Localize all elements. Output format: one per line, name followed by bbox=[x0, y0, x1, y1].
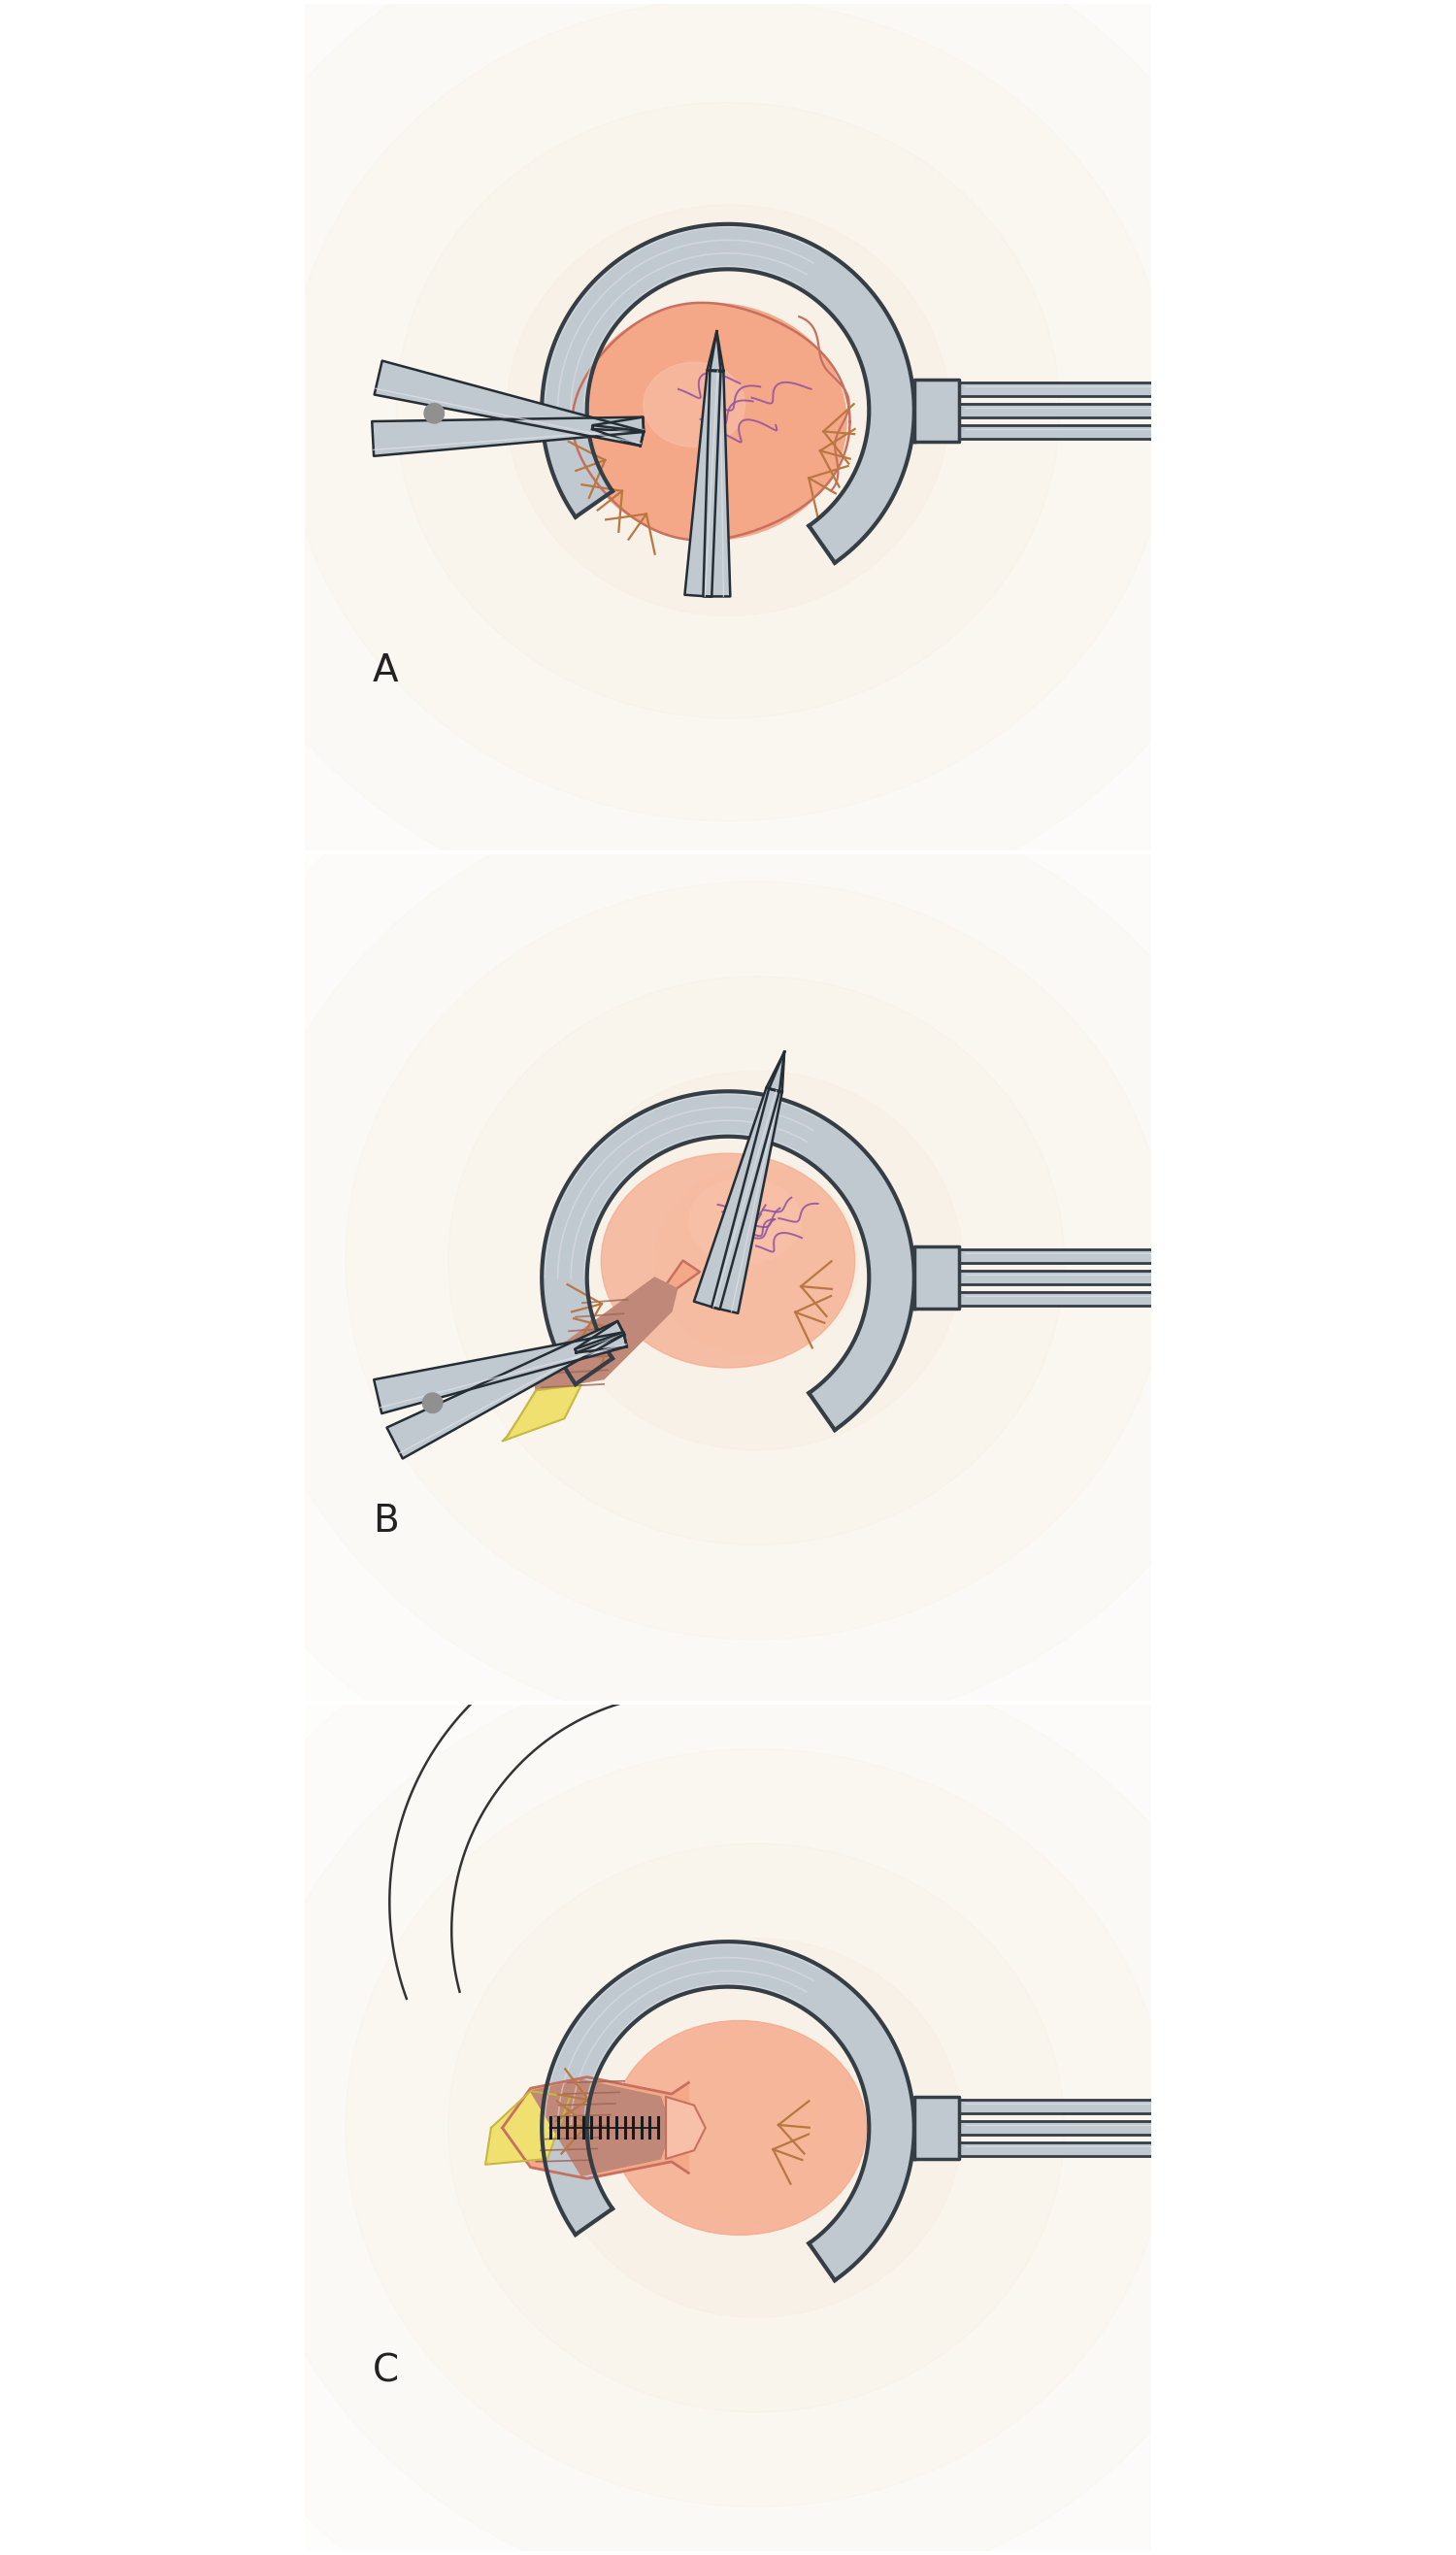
Circle shape bbox=[422, 1392, 443, 1413]
Polygon shape bbox=[960, 404, 1179, 416]
Polygon shape bbox=[371, 416, 644, 455]
Polygon shape bbox=[960, 383, 1179, 396]
Ellipse shape bbox=[243, 1653, 1270, 2555]
Ellipse shape bbox=[550, 1939, 961, 2317]
Ellipse shape bbox=[345, 1748, 1166, 2506]
Polygon shape bbox=[960, 2121, 1179, 2133]
Polygon shape bbox=[914, 2098, 960, 2159]
Polygon shape bbox=[593, 416, 644, 432]
Ellipse shape bbox=[601, 1152, 855, 1367]
Ellipse shape bbox=[345, 881, 1166, 1640]
Polygon shape bbox=[542, 225, 914, 562]
Polygon shape bbox=[960, 1293, 1179, 1306]
Ellipse shape bbox=[175, 0, 1281, 925]
Polygon shape bbox=[593, 424, 644, 447]
Ellipse shape bbox=[243, 787, 1270, 1735]
Polygon shape bbox=[766, 1053, 785, 1091]
Polygon shape bbox=[665, 2098, 706, 2159]
Polygon shape bbox=[769, 1053, 785, 1091]
Ellipse shape bbox=[575, 304, 846, 539]
Polygon shape bbox=[960, 1270, 1179, 1285]
Ellipse shape bbox=[448, 1845, 1064, 2412]
Polygon shape bbox=[502, 2077, 689, 2179]
Polygon shape bbox=[684, 370, 721, 598]
Ellipse shape bbox=[617, 307, 839, 514]
Polygon shape bbox=[960, 1249, 1179, 1262]
Text: C: C bbox=[373, 2353, 399, 2389]
Circle shape bbox=[425, 404, 444, 424]
Polygon shape bbox=[711, 332, 724, 370]
Ellipse shape bbox=[285, 0, 1171, 820]
Polygon shape bbox=[575, 1331, 628, 1352]
Ellipse shape bbox=[644, 363, 745, 447]
Ellipse shape bbox=[550, 1071, 961, 1451]
Polygon shape bbox=[695, 1088, 779, 1308]
Polygon shape bbox=[960, 2144, 1179, 2156]
Polygon shape bbox=[530, 2080, 671, 2177]
Polygon shape bbox=[542, 1942, 914, 2279]
Polygon shape bbox=[502, 1385, 581, 1441]
Polygon shape bbox=[374, 360, 644, 447]
Ellipse shape bbox=[654, 2034, 859, 2223]
Polygon shape bbox=[485, 2090, 571, 2164]
Text: A: A bbox=[373, 652, 399, 690]
Polygon shape bbox=[914, 378, 960, 442]
Polygon shape bbox=[960, 2100, 1179, 2113]
Ellipse shape bbox=[613, 2021, 866, 2236]
Polygon shape bbox=[508, 1260, 700, 1436]
Polygon shape bbox=[712, 1088, 782, 1313]
Polygon shape bbox=[708, 332, 721, 370]
Polygon shape bbox=[914, 1247, 960, 1308]
Polygon shape bbox=[575, 1321, 625, 1352]
Polygon shape bbox=[374, 1331, 628, 1413]
Ellipse shape bbox=[396, 102, 1060, 718]
Ellipse shape bbox=[689, 1178, 801, 1262]
Ellipse shape bbox=[507, 204, 949, 616]
Polygon shape bbox=[703, 370, 731, 595]
Ellipse shape bbox=[654, 1165, 859, 1354]
Polygon shape bbox=[387, 1321, 625, 1459]
Text: B: B bbox=[373, 1502, 399, 1538]
Polygon shape bbox=[530, 1278, 677, 1390]
Polygon shape bbox=[960, 424, 1179, 439]
Polygon shape bbox=[542, 1091, 914, 1431]
Ellipse shape bbox=[448, 976, 1064, 1546]
